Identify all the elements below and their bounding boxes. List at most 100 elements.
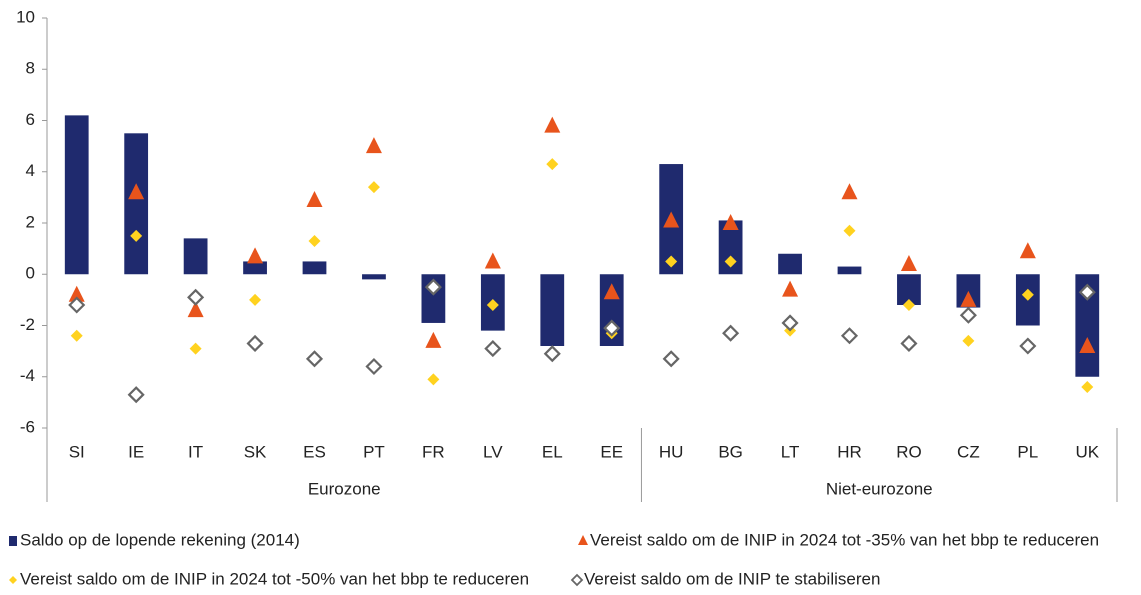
bar <box>837 266 862 275</box>
open-diamond-marker <box>543 345 561 363</box>
x-tick-label: LT <box>781 442 800 461</box>
triangle-marker <box>960 290 977 307</box>
bar <box>243 261 267 275</box>
triangle-marker <box>900 255 917 271</box>
bar <box>778 253 802 275</box>
diamond-marker <box>486 299 499 311</box>
open-diamond-marker <box>959 306 977 324</box>
x-tick-label: IT <box>188 442 203 461</box>
bar <box>183 238 208 275</box>
x-tick-label: PL <box>1017 442 1038 461</box>
diamond-marker <box>427 373 440 386</box>
triangle-marker <box>841 183 858 200</box>
legend-icon <box>570 573 584 587</box>
x-tick-label: IE <box>128 442 144 461</box>
group-label: Eurozone <box>308 479 381 498</box>
x-tick-label: EE <box>600 442 623 461</box>
open-diamond-marker <box>127 386 145 404</box>
diamond-marker <box>724 255 737 268</box>
x-tick-label: BG <box>718 442 743 461</box>
bar <box>124 133 149 275</box>
diamond-marker <box>1081 381 1094 393</box>
diamond-marker <box>189 342 202 355</box>
diamond-marker <box>367 181 380 194</box>
triangle-marker <box>128 183 145 200</box>
diamond-marker <box>130 229 143 242</box>
legend-label: Vereist saldo om de INIP in 2024 tot -50… <box>20 569 529 588</box>
x-tick-label: SK <box>244 442 267 461</box>
x-tick-label: PT <box>363 442 385 461</box>
legend-icon <box>578 535 588 545</box>
open-diamond-marker <box>840 327 859 345</box>
diamond-marker <box>70 329 83 342</box>
diamond-marker <box>546 158 559 171</box>
y-tick-label: 10 <box>16 7 35 26</box>
x-tick-label: HR <box>837 442 862 461</box>
triangle-marker <box>782 280 799 297</box>
open-diamond-marker <box>900 334 918 352</box>
open-diamond-marker <box>365 357 383 376</box>
diamond-marker <box>902 299 915 311</box>
bar <box>897 274 921 305</box>
open-diamond-marker <box>68 296 86 314</box>
legend-label: Vereist saldo om de INIP in 2024 tot -35… <box>590 530 1099 549</box>
x-tick-label: SI <box>69 442 85 461</box>
legend-icon <box>9 576 17 584</box>
x-tick-label: HU <box>659 442 684 461</box>
y-tick-label: 8 <box>26 59 35 78</box>
open-diamond-marker <box>484 340 502 358</box>
y-tick-label: 6 <box>26 110 35 129</box>
bar <box>540 274 565 346</box>
legend-label: Saldo op de lopende rekening (2014) <box>20 530 300 549</box>
x-tick-label: LV <box>483 442 503 461</box>
legend-label: Vereist saldo om de INIP te stabiliseren <box>584 569 880 588</box>
diamond-marker <box>1021 288 1034 301</box>
y-tick-label: 0 <box>26 264 35 283</box>
diamond-marker <box>249 293 262 306</box>
bar <box>718 220 743 275</box>
diamond-marker <box>843 224 856 237</box>
y-tick-label: 4 <box>26 161 35 180</box>
open-diamond-marker <box>1019 337 1037 355</box>
triangle-marker <box>425 331 442 348</box>
open-diamond-marker <box>662 350 680 368</box>
triangle-marker <box>603 283 620 300</box>
open-diamond-marker <box>187 288 205 306</box>
triangle-marker <box>484 252 501 269</box>
diamond-marker <box>665 255 678 268</box>
x-tick-label: UK <box>1075 442 1099 461</box>
bar <box>64 115 89 275</box>
group-label: Niet-eurozone <box>826 479 933 498</box>
diamond-marker <box>962 334 975 347</box>
x-tick-label: EL <box>542 442 563 461</box>
x-tick-label: ES <box>303 442 326 461</box>
open-diamond-marker <box>305 350 324 368</box>
triangle-marker <box>1079 337 1096 353</box>
triangle-marker <box>663 211 680 228</box>
open-diamond-marker <box>722 324 740 342</box>
open-diamond-marker <box>424 278 442 296</box>
triangle-marker <box>306 190 323 207</box>
y-tick-label: -2 <box>20 315 35 334</box>
bar <box>302 261 327 275</box>
diamond-marker <box>308 234 321 247</box>
open-diamond-marker <box>246 334 264 352</box>
triangle-marker <box>247 247 264 264</box>
triangle-marker <box>365 137 382 154</box>
open-diamond-marker <box>1078 283 1096 301</box>
x-tick-label: CZ <box>957 442 980 461</box>
triangle-marker <box>187 301 204 318</box>
triangle-marker <box>722 214 739 230</box>
legend-icon <box>9 536 17 546</box>
triangle-marker <box>68 285 85 302</box>
bar <box>362 274 386 280</box>
open-diamond-marker <box>603 319 621 337</box>
triangle-marker <box>1019 242 1036 259</box>
x-tick-label: RO <box>896 442 922 461</box>
x-tick-label: FR <box>422 442 445 461</box>
y-tick-label: -4 <box>20 366 35 385</box>
y-tick-label: -6 <box>20 417 35 436</box>
open-diamond-marker <box>781 314 799 332</box>
triangle-marker <box>544 116 561 133</box>
